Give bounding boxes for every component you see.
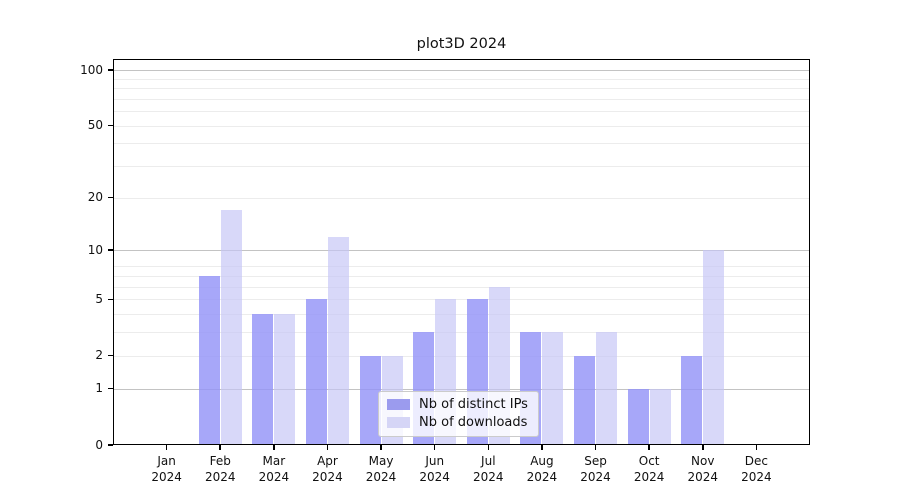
grid-line-minor <box>113 331 810 333</box>
y-tick-mark <box>108 354 113 357</box>
x-tick-label-nov: Nov 2024 <box>687 454 719 484</box>
y-tick-label-2: 2 <box>95 348 103 363</box>
grid-line-minor <box>113 298 810 300</box>
grid-line-minor <box>113 265 810 267</box>
grid-line-minor <box>113 197 810 199</box>
y-tick-label-20: 20 <box>87 190 103 205</box>
x-tick-label-jun: Jun 2024 <box>419 454 450 484</box>
grid-line-minor <box>113 355 810 357</box>
y-tick-mark <box>108 298 113 301</box>
x-tick-label-aug: Aug 2024 <box>526 454 558 484</box>
bar-downloads-feb <box>220 210 242 445</box>
bar-ips-feb <box>198 276 220 445</box>
grid-line-major <box>113 69 810 71</box>
y-tick-mark <box>108 124 113 127</box>
legend-swatch-downloads <box>387 417 410 428</box>
x-tick-mark <box>326 445 329 450</box>
grid-line-minor <box>113 275 810 277</box>
grid-line-minor <box>113 286 810 288</box>
y-tick-label-10: 10 <box>87 242 103 257</box>
y-tick-mark <box>108 69 113 71</box>
y-tick-label-5: 5 <box>95 291 103 306</box>
bar-ips-apr <box>305 299 327 445</box>
x-tick-mark <box>648 445 650 450</box>
x-tick-label-jul: Jul 2024 <box>473 454 504 484</box>
x-tick-mark <box>487 445 490 450</box>
bar-downloads-sep <box>596 332 618 445</box>
y-tick-label-1: 1 <box>95 381 103 396</box>
x-tick-mark <box>594 445 597 450</box>
grid-line-minor <box>113 110 810 112</box>
bar-ips-mar <box>252 314 274 445</box>
x-tick-mark <box>273 445 275 450</box>
y-tick-mark <box>108 387 113 390</box>
chart-title: plot3D 2024 <box>416 36 507 52</box>
bar-downloads-aug <box>542 332 564 445</box>
grid-line-minor <box>113 87 810 89</box>
x-tick-mark <box>755 445 758 450</box>
y-tick-label-100: 100 <box>80 62 103 77</box>
grid-line-major <box>113 388 810 390</box>
bar-ips-sep <box>574 355 596 445</box>
x-tick-label-mar: Mar 2024 <box>258 454 290 484</box>
grid-line-minor <box>113 98 810 100</box>
x-tick-label-oct: Oct 2024 <box>633 454 665 484</box>
x-tick-mark <box>541 445 543 450</box>
grid-line-minor <box>113 165 810 167</box>
grid-line-minor <box>113 142 810 144</box>
bar-ips-oct <box>627 388 649 445</box>
legend-label-downloads: Nb of downloads <box>419 415 528 430</box>
grid-line-major <box>113 249 810 251</box>
x-tick-label-dec: Dec 2024 <box>741 454 772 484</box>
legend-label-distinct-ips: Nb of distinct IPs <box>419 397 528 412</box>
bar-downloads-oct <box>649 388 671 445</box>
legend-item-distinct-ips: Nb of distinct IPs <box>387 397 528 412</box>
legend-swatch-distinct-ips <box>387 399 410 410</box>
x-tick-label-sep: Sep 2024 <box>580 454 611 484</box>
x-tick-mark <box>165 445 168 450</box>
x-tick-mark <box>380 445 382 450</box>
x-tick-mark <box>702 445 704 450</box>
grid-line-minor <box>113 313 810 315</box>
y-tick-label-50: 50 <box>87 118 103 133</box>
y-tick-mark <box>108 196 113 199</box>
y-tick-label-0: 0 <box>95 437 103 452</box>
bar-downloads-apr <box>327 236 349 445</box>
legend-item-downloads: Nb of downloads <box>387 415 528 430</box>
x-tick-mark <box>433 445 436 450</box>
y-tick-mark <box>108 249 113 251</box>
x-tick-label-apr: Apr 2024 <box>312 454 343 484</box>
x-tick-label-jan: Jan 2024 <box>151 454 182 484</box>
x-tick-mark <box>219 445 221 450</box>
bar-ips-nov <box>681 355 703 445</box>
y-tick-mark <box>108 444 113 446</box>
bar-downloads-nov <box>703 250 725 445</box>
grid-line-minor <box>113 125 810 127</box>
legend: Nb of distinct IPs Nb of downloads <box>378 391 539 437</box>
bar-ips-may <box>359 355 381 445</box>
x-tick-label-may: May 2024 <box>365 454 397 484</box>
grid-line-minor <box>113 78 810 80</box>
x-tick-label-feb: Feb 2024 <box>204 454 236 484</box>
bar-downloads-mar <box>274 314 296 445</box>
